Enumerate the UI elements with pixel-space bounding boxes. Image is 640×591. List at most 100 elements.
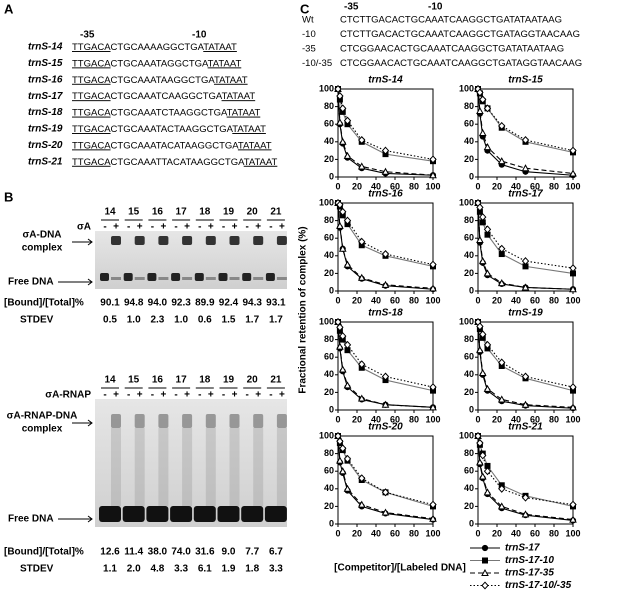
series-line (337, 321, 434, 408)
lane-number: 18 (199, 375, 211, 386)
marker (569, 264, 577, 273)
x-tick-label: 80 (549, 295, 559, 305)
bound-value: 90.1 (100, 298, 120, 309)
marker (343, 454, 352, 463)
complex-label: σA-RNAP-DNA (7, 411, 78, 422)
lane-number: 15 (128, 375, 140, 386)
marker (429, 284, 437, 292)
row-name: trnS-20 (28, 140, 63, 151)
sign: + (160, 222, 166, 233)
stdev-value: 6.1 (198, 564, 212, 575)
sign: + (137, 390, 143, 401)
series-line (337, 88, 434, 176)
marker (429, 171, 437, 179)
marker (569, 383, 577, 392)
panel-label: A (4, 1, 14, 16)
marker (483, 340, 492, 349)
band (146, 506, 169, 522)
y-tick-label: 80 (464, 334, 474, 344)
marker (336, 437, 344, 446)
marker (381, 249, 390, 259)
marker (497, 502, 506, 510)
y-tick-label: 80 (324, 215, 334, 225)
marker (498, 121, 506, 131)
x-tick-label: 0 (335, 414, 340, 424)
marker (521, 372, 530, 381)
marker (474, 431, 482, 441)
bound-value: 38.0 (148, 547, 168, 558)
band (134, 414, 145, 428)
x-tick-label: 0 (475, 295, 480, 305)
x-tick-label: 80 (409, 295, 419, 305)
marker (339, 207, 347, 216)
sign: - (127, 222, 130, 233)
arrow (58, 278, 93, 286)
band (158, 414, 169, 428)
x-tick-label: 40 (511, 414, 521, 424)
legend-label: trnS-17-35 (505, 568, 554, 579)
x-tick-label: 0 (335, 181, 340, 191)
smear (111, 428, 121, 506)
marker (357, 273, 366, 281)
marker (479, 95, 487, 104)
sign: - (151, 222, 154, 233)
x-tick-label: 20 (352, 528, 362, 538)
panel-label: C (300, 1, 310, 16)
sign: - (198, 390, 201, 401)
marker (481, 544, 489, 552)
band (111, 236, 121, 245)
bound-value: 31.6 (195, 547, 215, 558)
panel-label: B (4, 189, 13, 204)
y-axis-label: Fractional retention of complex (%) (298, 226, 309, 393)
lane-number: 19 (223, 207, 235, 218)
marker (479, 451, 487, 460)
motif-label: -35 (80, 30, 95, 41)
band (111, 414, 121, 428)
sequence: TTGACACTGCAAAAGGCTGATATAAT (72, 42, 237, 53)
marker (339, 104, 347, 113)
x-tick-label: 0 (475, 181, 480, 191)
y-tick-label: 0 (329, 404, 334, 414)
smear (229, 428, 240, 506)
series-line (337, 435, 434, 521)
sequence: CTCGGAACACTGCAAATCAAGGCTGATAGGTAACAAG (340, 58, 582, 69)
band (182, 277, 193, 280)
sign: - (269, 222, 272, 233)
sign: - (222, 222, 225, 233)
marker (498, 358, 506, 367)
bound-value: 12.6 (100, 547, 120, 558)
stdev-value: 1.0 (174, 315, 188, 326)
marker (521, 493, 530, 502)
series-line (337, 435, 434, 520)
y-tick-label: 100 (319, 316, 334, 326)
series-line (337, 202, 434, 290)
sequence: TTGACACTGCAAATCAAGGCTGATATAAT (72, 91, 255, 102)
y-tick-label: 80 (464, 101, 474, 111)
smear (253, 428, 264, 506)
marker (358, 135, 366, 145)
lane-number: 20 (247, 375, 259, 386)
stdev-value: 4.8 (150, 564, 164, 575)
marker (476, 346, 484, 354)
panel-title: trnS-15 (508, 75, 543, 86)
marker (381, 167, 390, 175)
marker (476, 203, 484, 212)
marker (478, 368, 487, 377)
lane-number: 15 (128, 207, 140, 218)
legend-label: trnS-17 (505, 543, 540, 554)
complex-label: complex (22, 424, 63, 435)
y-tick-label: 40 (324, 136, 334, 146)
x-tick-label: 80 (549, 414, 559, 424)
y-tick-label: 100 (319, 430, 334, 440)
marker (476, 438, 484, 448)
y-tick-label: 0 (469, 171, 474, 181)
marker (476, 88, 484, 97)
sequence: TTGACACTGCAAATAAGGCTGATATAAT (72, 74, 248, 85)
bound-value: 7.7 (245, 547, 259, 558)
band (123, 273, 133, 281)
sign: + (255, 222, 261, 233)
marker (357, 394, 366, 402)
marker (481, 581, 489, 590)
marker (478, 472, 487, 480)
stdev-value: 2.0 (127, 564, 141, 575)
